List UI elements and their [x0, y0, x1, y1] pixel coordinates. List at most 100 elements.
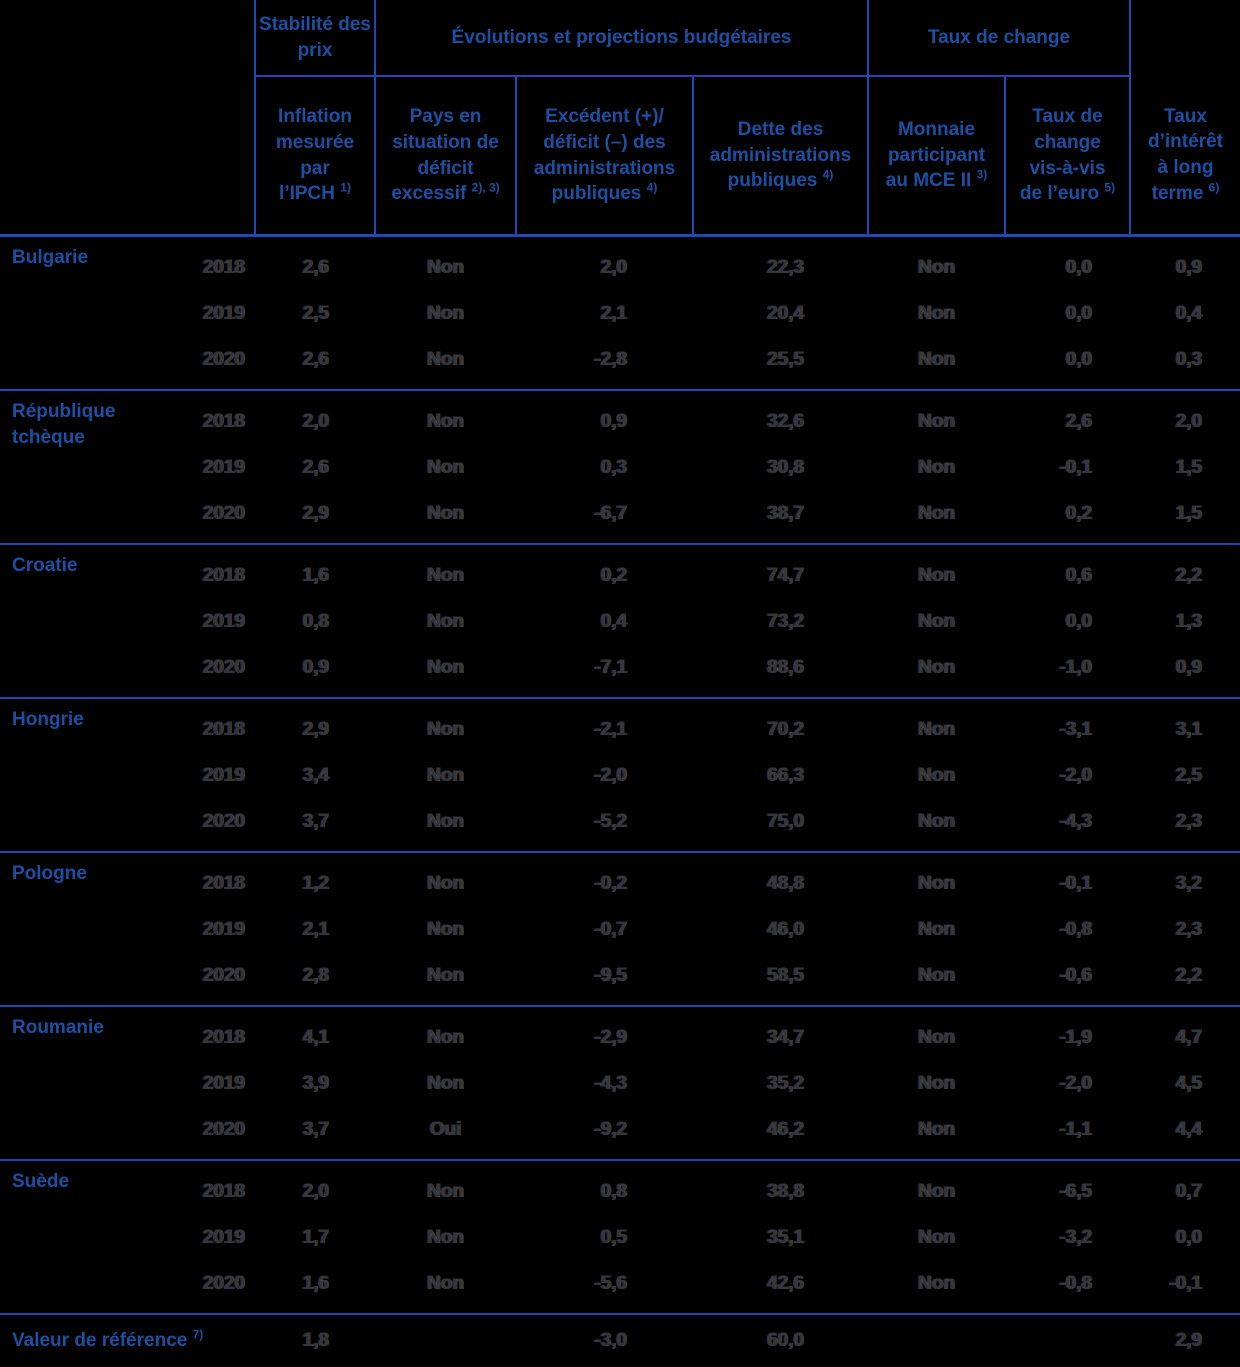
reference-value-cell: 60,0 — [693, 1314, 868, 1367]
reference-value-cell — [375, 1314, 516, 1367]
value-cell: -2,9 — [516, 1006, 693, 1061]
value-cell: -1,1 — [1005, 1107, 1130, 1160]
value-cell: -1,9 — [1005, 1006, 1130, 1061]
value-cell: 3,4 — [255, 753, 375, 799]
year-cell: 2018 — [188, 852, 255, 907]
value-cell: 2,6 — [1005, 390, 1130, 445]
value-cell: Non — [375, 1160, 516, 1215]
value-cell: Non — [375, 907, 516, 953]
value-cell: -0,8 — [1005, 1261, 1130, 1314]
value-cell: Non — [868, 907, 1005, 953]
value-cell: 0,6 — [1005, 544, 1130, 599]
value-cell: 2,5 — [255, 291, 375, 337]
column-header: Pays en situation de déficit excessif 2)… — [375, 76, 516, 236]
value-cell: Non — [375, 337, 516, 390]
value-cell: 0,2 — [1005, 491, 1130, 544]
value-cell: Non — [868, 1215, 1005, 1261]
header-label: Monnaie participant au MCE II — [886, 119, 985, 191]
reference-value-cell: 1,8 — [255, 1314, 375, 1367]
value-cell: 0,3 — [1130, 337, 1240, 390]
value-cell: -6,7 — [516, 491, 693, 544]
value-cell: Non — [375, 599, 516, 645]
value-cell: -0,2 — [516, 852, 693, 907]
value-cell: Non — [868, 753, 1005, 799]
column-header: Dette des administrations publiques 4) — [693, 76, 868, 236]
column-header-row: Inflation mesurée par l’IPCH 1)Pays en s… — [0, 76, 1240, 236]
value-cell: 3,7 — [255, 1107, 375, 1160]
value-cell: -2,1 — [516, 698, 693, 753]
year-cell: 2018 — [188, 698, 255, 753]
year-cell: 2020 — [188, 645, 255, 698]
value-cell: 48,8 — [693, 852, 868, 907]
value-cell: 0,8 — [255, 599, 375, 645]
value-cell: 2,1 — [255, 907, 375, 953]
value-cell: 22,3 — [693, 236, 868, 292]
value-cell: 1,7 — [255, 1215, 375, 1261]
country-name: Hongrie — [0, 698, 188, 852]
footnote-marker: 1) — [340, 181, 351, 195]
year-cell: 2020 — [188, 1261, 255, 1314]
value-cell: Non — [375, 753, 516, 799]
value-cell: -0,1 — [1130, 1261, 1240, 1314]
value-cell: Non — [868, 544, 1005, 599]
value-cell: 70,2 — [693, 698, 868, 753]
footnote-marker: 4) — [823, 168, 834, 182]
reference-value-cell: -3,0 — [516, 1314, 693, 1367]
value-cell: 0,5 — [516, 1215, 693, 1261]
value-cell: -0,1 — [1005, 445, 1130, 491]
value-cell: 88,6 — [693, 645, 868, 698]
value-cell: Non — [375, 1061, 516, 1107]
value-cell: Non — [868, 799, 1005, 852]
value-cell: Non — [868, 953, 1005, 1006]
value-cell: 74,7 — [693, 544, 868, 599]
value-cell: 73,2 — [693, 599, 868, 645]
value-cell: 0,9 — [1130, 236, 1240, 292]
value-cell: Non — [868, 645, 1005, 698]
value-cell: Non — [868, 1160, 1005, 1215]
year-cell: 2020 — [188, 1107, 255, 1160]
value-cell: 2,3 — [1130, 907, 1240, 953]
year-cell: 2020 — [188, 799, 255, 852]
value-cell: Non — [868, 291, 1005, 337]
country-name: Bulgarie — [0, 236, 188, 391]
value-cell: 1,2 — [255, 852, 375, 907]
value-cell: Non — [375, 1006, 516, 1061]
value-cell: -9,2 — [516, 1107, 693, 1160]
value-cell: 2,2 — [1130, 953, 1240, 1006]
value-cell: -2,0 — [516, 753, 693, 799]
value-cell: 0,2 — [516, 544, 693, 599]
value-cell: Non — [375, 953, 516, 1006]
value-cell: -4,3 — [516, 1061, 693, 1107]
value-cell: 34,7 — [693, 1006, 868, 1061]
year-cell: 2020 — [188, 337, 255, 390]
value-cell: -2,0 — [1005, 753, 1130, 799]
reference-label: Valeur de référence 7) — [0, 1314, 255, 1367]
value-cell: -2,0 — [1005, 1061, 1130, 1107]
value-cell: Non — [375, 445, 516, 491]
header-label: Stabilité des prix — [259, 14, 371, 61]
header-label: Évolutions et projections budgétaires — [452, 27, 792, 48]
value-cell: Non — [375, 236, 516, 292]
year-cell: 2018 — [188, 1006, 255, 1061]
column-header: Monnaie participant au MCE II 3) — [868, 76, 1005, 236]
year-cell: 2019 — [188, 445, 255, 491]
value-cell: 2,0 — [255, 1160, 375, 1215]
value-cell: Non — [375, 291, 516, 337]
value-cell: 38,7 — [693, 491, 868, 544]
value-cell: -6,5 — [1005, 1160, 1130, 1215]
value-cell: 4,1 — [255, 1006, 375, 1061]
value-cell: 2,9 — [255, 698, 375, 753]
value-cell: -4,3 — [1005, 799, 1130, 852]
value-cell: 35,1 — [693, 1215, 868, 1261]
value-cell: 4,4 — [1130, 1107, 1240, 1160]
value-cell: Non — [868, 852, 1005, 907]
value-cell: Non — [868, 698, 1005, 753]
value-cell: 2,1 — [516, 291, 693, 337]
footnote-marker: 7) — [193, 1328, 204, 1342]
country-name: Suède — [0, 1160, 188, 1314]
value-cell: Non — [375, 698, 516, 753]
value-cell: 0,9 — [255, 645, 375, 698]
